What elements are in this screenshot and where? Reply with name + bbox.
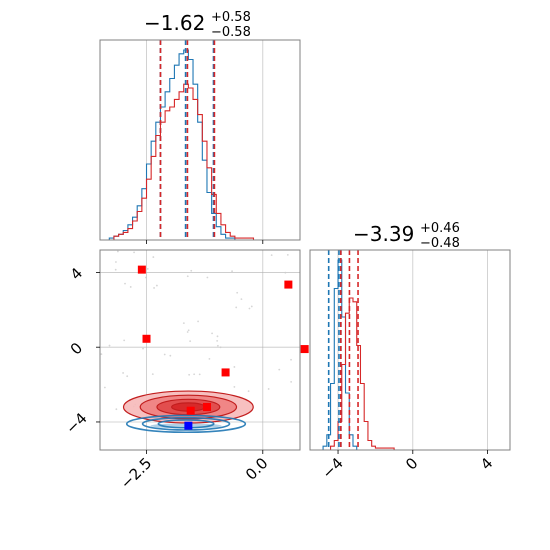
sample-point [290,358,292,361]
title-param-2-value: −3.39 [353,222,414,246]
sample-point [186,275,189,278]
sample-point [116,250,119,253]
sample-point [284,271,287,274]
sample-point [216,335,219,338]
sample-point [208,357,211,360]
marginal-histogram-param-2: −4 0 4 −3.39 +0.46 −0.48 [309,221,511,482]
joint-panel: −2.5 0.0 4 0 −4 [62,249,309,493]
sample-point [248,307,251,310]
sample-point [250,305,253,308]
title-param-1-value: −1.62 [144,11,205,35]
red-square-marker [186,406,195,415]
sample-point [219,346,222,349]
sample-point [142,347,144,350]
sample-point [286,253,289,256]
sample-point [206,276,209,279]
sample-point [267,388,270,390]
sample-point [198,373,201,376]
sample-point [235,306,238,309]
sample-point [169,354,172,357]
sample-point [247,390,250,393]
sample-point [240,298,243,301]
x-tick-label: 0.0 [242,454,272,484]
x-tick-label: 4 [477,454,496,473]
sample-point [114,268,117,271]
sample-point [163,353,166,356]
title-param-1-lower: −0.58 [211,25,251,40]
sample-point [190,269,193,272]
y-tick-label: 0 [67,339,86,358]
sample-point [152,256,155,258]
blue-square-marker [184,421,193,430]
sample-point [188,373,191,376]
sample-point [270,254,273,257]
sample-point [193,373,196,376]
sample-point [122,372,124,374]
red-square-marker [284,280,293,289]
sample-point [216,344,219,347]
sample-point [155,284,158,287]
sample-point [123,339,126,342]
sample-point [233,366,236,368]
sample-point [115,261,117,263]
x-tick-label: −2.5 [117,454,155,492]
sample-point [197,320,199,323]
red-square-marker [300,345,309,354]
sample-point [146,267,149,270]
sample-point [129,286,132,288]
sample-point [153,287,155,289]
title-param-2-upper: +0.46 [420,221,460,236]
sample-point [187,329,190,332]
sample-point [189,340,192,343]
sample-point [100,353,103,356]
x-tick-label: −4 [318,454,346,482]
sample-point [231,270,233,273]
sample-point [236,291,239,294]
sample-point [108,344,111,347]
x-tick-label: 0 [402,454,421,473]
red-square-marker [137,265,146,274]
blue-contour-level-0 [125,414,247,434]
sample-point [103,386,106,389]
y-tick-label: 4 [67,264,86,283]
sample-point [233,386,236,388]
y-tick-label: −4 [62,409,90,437]
sample-point [126,375,129,378]
sample-point [133,251,135,254]
red-square-marker [142,334,151,343]
sample-point [211,332,213,335]
title-param-1-upper: +0.58 [211,10,251,25]
sample-point [216,339,219,342]
title-param-2-lower: −0.48 [420,236,460,251]
red-square-marker [202,403,211,412]
sample-point [186,331,189,333]
sample-point [278,368,281,371]
blue-contour-level-1 [141,416,231,431]
sample-point [151,373,154,376]
sample-point [182,322,185,325]
sample-point [290,380,293,383]
sample-point [115,408,118,411]
histogram-step-series-1 [104,83,300,241]
sample-point [124,282,126,285]
histogram-step-series-0 [104,49,300,241]
sample-point [145,276,147,279]
red-square-marker [221,368,230,377]
histogram-step-series-1 [319,297,510,451]
marginal-histogram-param-1: −1.62 +0.58 −0.58 [99,10,301,244]
